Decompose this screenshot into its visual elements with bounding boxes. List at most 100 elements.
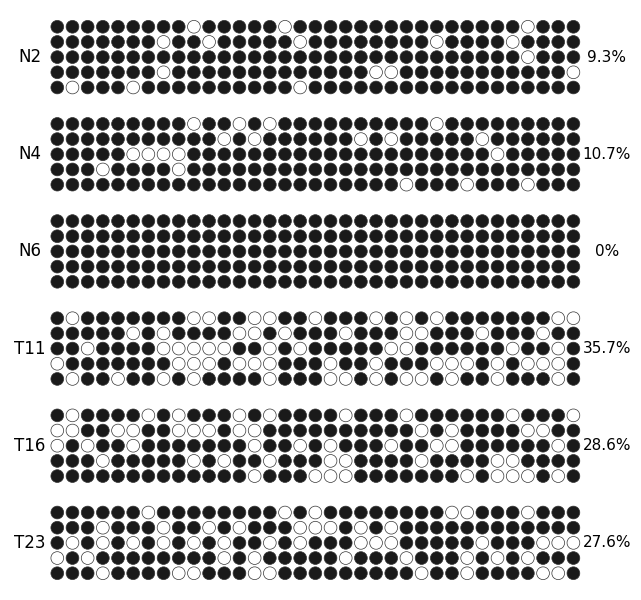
Circle shape <box>567 230 580 242</box>
Circle shape <box>81 178 94 191</box>
Circle shape <box>66 455 79 467</box>
Circle shape <box>96 358 109 370</box>
Circle shape <box>339 521 352 534</box>
Circle shape <box>96 506 109 519</box>
Circle shape <box>203 81 215 94</box>
Circle shape <box>522 133 534 145</box>
Circle shape <box>51 260 63 273</box>
Circle shape <box>339 66 352 79</box>
Circle shape <box>66 424 79 437</box>
Circle shape <box>430 567 443 580</box>
Circle shape <box>81 133 94 145</box>
Circle shape <box>506 358 519 370</box>
Circle shape <box>522 148 534 161</box>
Circle shape <box>354 118 367 130</box>
Circle shape <box>309 66 322 79</box>
Circle shape <box>567 470 580 482</box>
Circle shape <box>172 163 185 176</box>
Circle shape <box>445 567 458 580</box>
Circle shape <box>218 358 231 370</box>
Circle shape <box>461 327 474 340</box>
Circle shape <box>461 133 474 145</box>
Circle shape <box>112 81 124 94</box>
Circle shape <box>522 327 534 340</box>
Circle shape <box>233 66 246 79</box>
Circle shape <box>461 470 474 482</box>
Circle shape <box>522 163 534 176</box>
Circle shape <box>172 51 185 64</box>
Circle shape <box>370 342 383 355</box>
Circle shape <box>522 81 534 94</box>
Circle shape <box>66 148 79 161</box>
Circle shape <box>506 275 519 288</box>
Circle shape <box>172 230 185 242</box>
Circle shape <box>445 506 458 519</box>
Circle shape <box>172 551 185 565</box>
Circle shape <box>370 215 383 227</box>
Circle shape <box>203 51 215 64</box>
Circle shape <box>567 567 580 580</box>
Circle shape <box>522 118 534 130</box>
Circle shape <box>385 342 397 355</box>
Circle shape <box>279 409 292 422</box>
Circle shape <box>385 163 397 176</box>
Circle shape <box>172 342 185 355</box>
Circle shape <box>51 118 63 130</box>
Circle shape <box>506 551 519 565</box>
Circle shape <box>248 521 261 534</box>
Circle shape <box>415 536 428 549</box>
Circle shape <box>203 230 215 242</box>
Circle shape <box>51 66 63 79</box>
Circle shape <box>324 133 337 145</box>
Circle shape <box>66 567 79 580</box>
Circle shape <box>96 567 109 580</box>
Circle shape <box>461 215 474 227</box>
Circle shape <box>354 245 367 258</box>
Circle shape <box>339 312 352 325</box>
Circle shape <box>233 409 246 422</box>
Circle shape <box>339 275 352 288</box>
Circle shape <box>567 439 580 452</box>
Circle shape <box>263 455 276 467</box>
Circle shape <box>157 312 170 325</box>
Circle shape <box>294 551 306 565</box>
Circle shape <box>400 521 413 534</box>
Circle shape <box>491 66 504 79</box>
Circle shape <box>476 327 488 340</box>
Circle shape <box>537 260 549 273</box>
Circle shape <box>370 521 383 534</box>
Circle shape <box>324 358 337 370</box>
Circle shape <box>51 439 63 452</box>
Circle shape <box>157 439 170 452</box>
Circle shape <box>461 260 474 273</box>
Circle shape <box>66 230 79 242</box>
Circle shape <box>112 118 124 130</box>
Text: 9.3%: 9.3% <box>587 50 626 65</box>
Circle shape <box>567 275 580 288</box>
Circle shape <box>203 424 215 437</box>
Circle shape <box>354 521 367 534</box>
Circle shape <box>400 230 413 242</box>
Circle shape <box>415 327 428 340</box>
Circle shape <box>400 409 413 422</box>
Circle shape <box>263 327 276 340</box>
Circle shape <box>476 373 488 385</box>
Circle shape <box>66 358 79 370</box>
Circle shape <box>537 521 549 534</box>
Circle shape <box>491 260 504 273</box>
Circle shape <box>567 245 580 258</box>
Circle shape <box>461 439 474 452</box>
Circle shape <box>248 373 261 385</box>
Circle shape <box>385 51 397 64</box>
Circle shape <box>112 178 124 191</box>
Circle shape <box>263 424 276 437</box>
Circle shape <box>430 439 443 452</box>
Circle shape <box>127 373 140 385</box>
Circle shape <box>81 66 94 79</box>
Circle shape <box>309 536 322 549</box>
Circle shape <box>461 424 474 437</box>
Circle shape <box>263 536 276 549</box>
Circle shape <box>263 342 276 355</box>
Circle shape <box>157 506 170 519</box>
Circle shape <box>142 118 154 130</box>
